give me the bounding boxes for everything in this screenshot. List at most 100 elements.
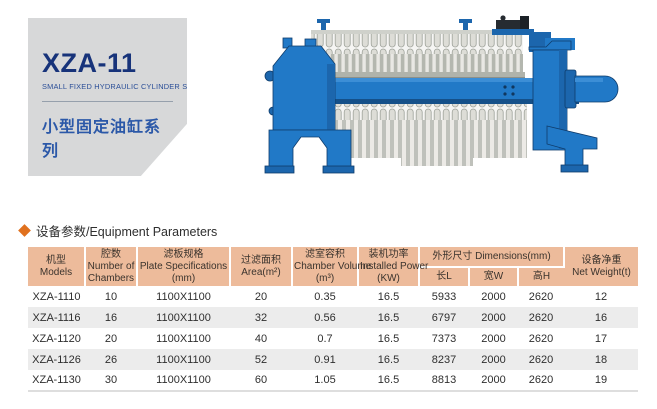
col-header-chambers-cn: 腔数 xyxy=(101,249,121,260)
table-cell: 12 xyxy=(594,290,608,303)
upper-plate-pack xyxy=(309,30,525,79)
table-cell: 2620 xyxy=(528,332,554,345)
table-cell: 1100X1100 xyxy=(156,353,211,366)
table-row: XZA-1126 26 1100X1100 52 0.91 16.5 8237 2000 262… xyxy=(28,349,638,371)
section-head: 设备参数/Equipment Parameters xyxy=(18,221,218,240)
table-cell: XZA-1126 xyxy=(32,353,81,366)
table-cell: 19 xyxy=(594,374,608,387)
col-header-installed-power-unit: (KW) xyxy=(377,272,400,284)
col-header-chambers: 腔数 Number of Chambers xyxy=(85,247,138,287)
table-cell: 18 xyxy=(594,353,608,366)
table-cell: 52 xyxy=(254,353,268,366)
col-header-net-weight-en: Net Weight(t) xyxy=(572,266,631,278)
table-cell: XZA-1120 xyxy=(32,332,81,345)
table-cell: 0.7 xyxy=(317,332,333,345)
table-row: XZA-1120 20 1100X1100 40 0.7 16.5 7373 2000 2620… xyxy=(28,328,638,349)
table-cell: 16.5 xyxy=(377,311,400,324)
title-divider xyxy=(42,101,173,102)
table-cell: 8237 xyxy=(431,353,457,366)
right-stand xyxy=(528,40,598,173)
table-cell: 2620 xyxy=(528,374,554,387)
table-cell: 2000 xyxy=(481,374,506,387)
col-header-installed-power-cn: 装机功率 xyxy=(368,249,409,260)
lower-plate-pack xyxy=(331,104,527,166)
table-cell: 17 xyxy=(594,332,608,345)
col-header-net-weight-cn: 设备净重 xyxy=(581,254,622,266)
table-cell: 1100X1100 xyxy=(156,374,211,387)
left-stand xyxy=(264,37,355,174)
table-row: XZA-1130 30 1100X1100 60 1.05 16.5 8813 2000 262… xyxy=(28,370,638,391)
col-header-chamber-volume: 滤室容积 Chamber Volume (m³) xyxy=(292,247,371,287)
table-cell: XZA-1130 xyxy=(32,374,81,387)
table-cell: XZA-1116 xyxy=(32,311,81,324)
table-cell: 30 xyxy=(104,374,118,387)
table-body: XZA-1110 10 1100X1100 20 0.35 16.5 5933 2000 262… xyxy=(28,286,638,391)
table-cell: 5933 xyxy=(431,290,457,303)
table-row: XZA-1116 16 1100X1100 32 0.56 16.5 6797 2000 262… xyxy=(28,307,638,329)
col-header-dimensions-label: 外形尺寸 Dimensions(mm) xyxy=(432,250,551,262)
col-header-height: 高H xyxy=(518,267,564,287)
tie-pins-icon xyxy=(317,19,472,34)
table-cell: 16.5 xyxy=(377,374,400,387)
col-header-plate-spec-unit: (mm) xyxy=(171,272,196,284)
col-header-installed-power: 装机功率 Installed Power (KW) xyxy=(358,247,429,287)
col-header-installed-power-en: Installed Power xyxy=(360,260,429,272)
table-cell: 2000 xyxy=(481,332,506,345)
col-header-net-weight: 设备净重 Net Weight(t) xyxy=(564,247,638,287)
table-cell: 2000 xyxy=(481,353,506,366)
table-header: 机型 Models 腔数 Number of Chambers 滤板规格 Pla… xyxy=(28,247,638,287)
col-header-length-label: 长L xyxy=(436,271,452,283)
col-header-width-label: 宽W xyxy=(483,271,504,283)
table-cell: 20 xyxy=(254,290,268,303)
table-cell: XZA-1110 xyxy=(32,290,81,303)
col-header-width: 宽W xyxy=(469,267,519,287)
col-header-area-en: Area(m²) xyxy=(241,266,281,278)
col-header-length: 长L xyxy=(419,267,470,287)
table-cell: 8813 xyxy=(431,374,457,387)
col-header-plate-spec-en: Plate Specifications xyxy=(139,260,228,272)
col-header-chambers-en: Number of Chambers xyxy=(87,260,135,284)
table-cell: 60 xyxy=(254,374,268,387)
equipment-parameters-table: 机型 Models 腔数 Number of Chambers 滤板规格 Pla… xyxy=(28,247,638,393)
table-cell: 7373 xyxy=(431,332,457,345)
table-cell: 16.5 xyxy=(377,353,400,366)
page-title: XZA-11 xyxy=(42,48,137,78)
table-cell: 2000 xyxy=(481,311,506,324)
series-subtitle-cn: 小型固定油缸系列 xyxy=(42,119,162,160)
table-cell: 40 xyxy=(254,332,268,345)
diamond-icon xyxy=(18,224,31,237)
col-header-area: 过滤面积 Area(m²) xyxy=(230,247,293,287)
table-cell: 16.5 xyxy=(377,290,400,303)
table-cell: 26 xyxy=(104,353,118,366)
section-title: 设备参数/Equipment Parameters xyxy=(36,225,218,239)
col-header-plate-spec-cn: 滤板规格 xyxy=(163,249,204,260)
table-cell: 1.05 xyxy=(314,374,336,387)
table-cell: 0.35 xyxy=(314,290,336,303)
table-cell: 32 xyxy=(254,311,268,324)
table-cell: 2620 xyxy=(528,290,554,303)
filter-press-illustration xyxy=(264,15,619,174)
table-cell: 16.5 xyxy=(377,332,400,345)
title-block: XZA-11 SMALL FIXED HYDRAULIC CYLINDER SE… xyxy=(28,18,187,176)
col-header-height-label: 高H xyxy=(532,271,551,283)
col-header-dimensions: 外形尺寸 Dimensions(mm) xyxy=(419,247,565,268)
table-row: XZA-1110 10 1100X1100 20 0.35 16.5 5933 2000 262… xyxy=(28,286,638,307)
series-subtitle-en: SMALL FIXED HYDRAULIC CYLINDER SERIES xyxy=(42,82,211,91)
col-header-plate-spec: 滤板规格 Plate Specifications (mm) xyxy=(137,247,231,287)
table-cell: 2620 xyxy=(528,311,554,324)
table-cell: 16 xyxy=(104,311,118,324)
table-cell: 0.91 xyxy=(314,353,336,366)
col-header-models: 机型 Models xyxy=(28,247,86,287)
col-header-chamber-volume-unit: (m³) xyxy=(315,272,335,284)
table-cell: 20 xyxy=(104,332,118,345)
col-header-models-en: Models xyxy=(39,266,73,278)
table-cell: 0.56 xyxy=(314,311,336,324)
table-cell: 6797 xyxy=(431,311,457,324)
table-cell: 1100X1100 xyxy=(156,290,211,303)
table-cell: 2620 xyxy=(528,353,554,366)
table-cell: 16 xyxy=(594,311,608,324)
table-cell: 10 xyxy=(104,290,118,303)
col-header-models-cn: 机型 xyxy=(46,254,66,266)
col-header-chamber-volume-cn: 滤室容积 xyxy=(305,249,345,260)
